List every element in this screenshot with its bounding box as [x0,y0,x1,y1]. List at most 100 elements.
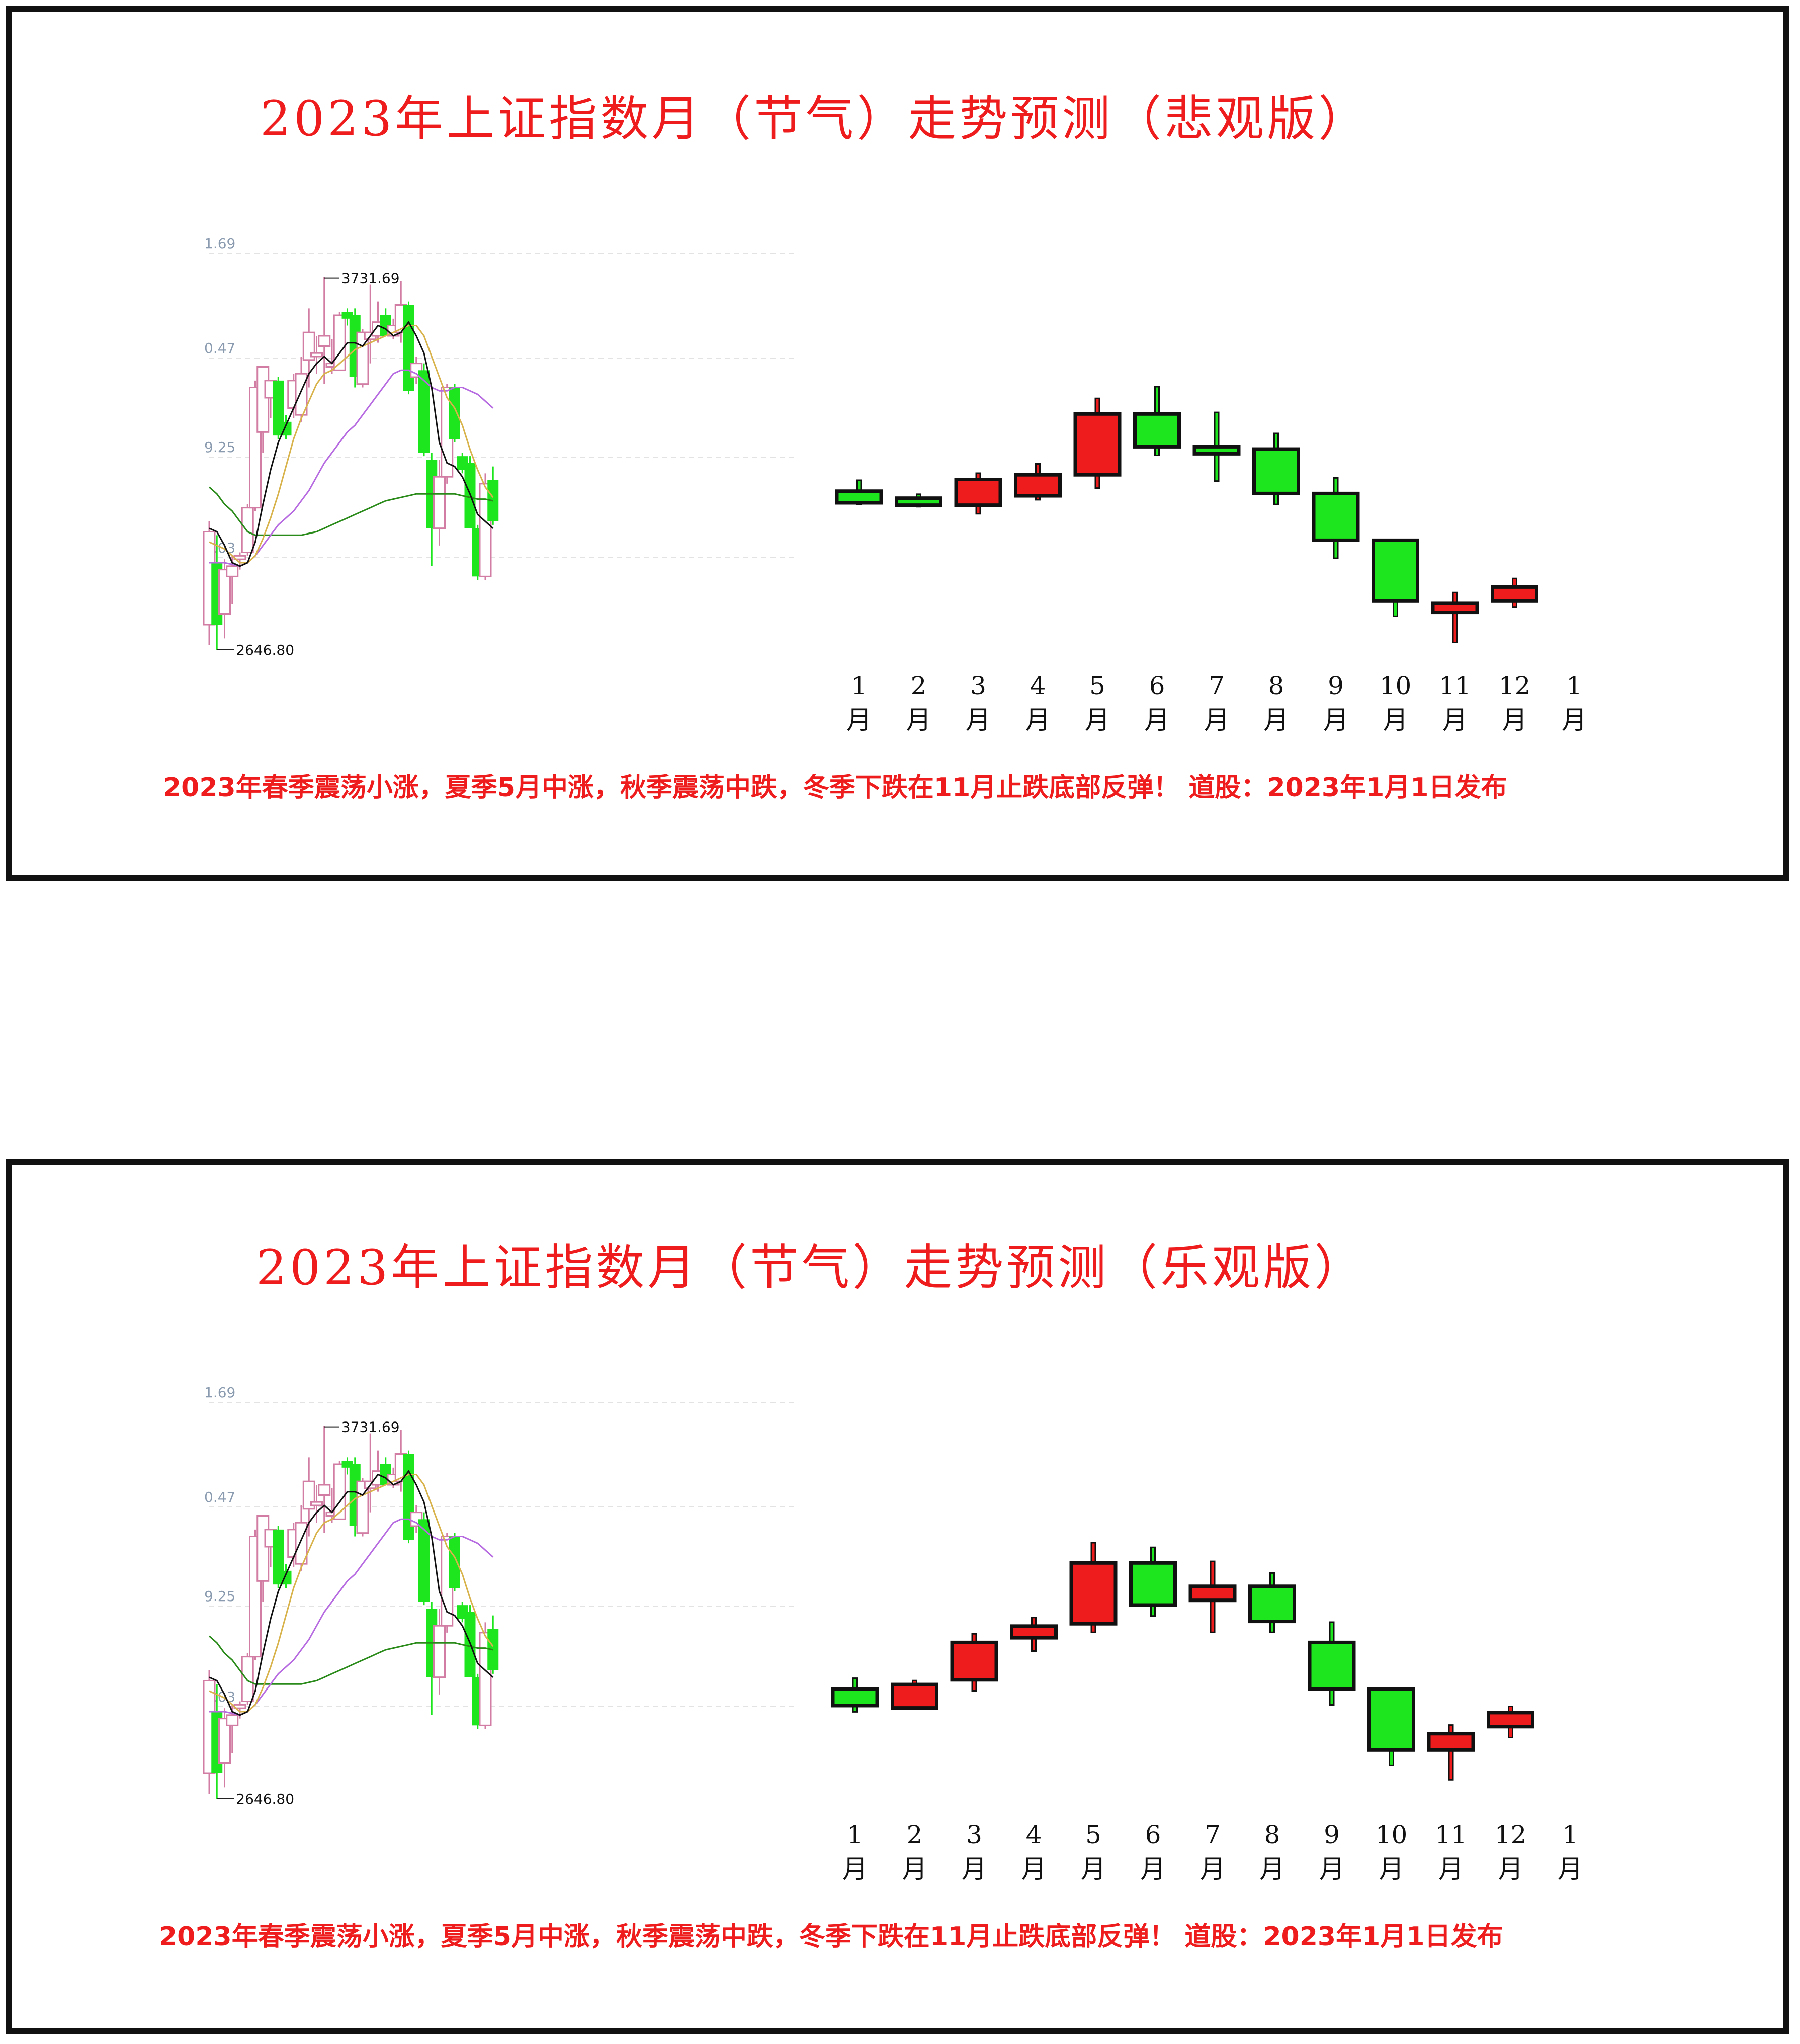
x-tick-label: 4 [1030,671,1046,700]
candle-body [1491,585,1538,603]
panel-pessimistic-svg: 2023年上证指数月（节气）走势预测（悲观版） 1.690.479.258.03… [163,91,1587,803]
y-tick-label: 0.47 [204,340,235,357]
candle-body [835,489,883,505]
ma-line-gold [209,325,494,564]
x-tick-label: 3 [970,671,986,700]
ma-line-black [209,1469,494,1716]
low-label: 2646.80 [236,1791,294,1807]
candle-body [403,1454,414,1540]
x-tick-label: 12 [1495,1820,1527,1849]
x-tick-label: 月 [1558,1854,1583,1884]
high-label: 3731.69 [341,1419,400,1436]
candle-body [449,1536,460,1588]
x-tick-label: 月 [902,1854,927,1884]
candle-body [1073,412,1122,477]
candle-body [256,366,270,433]
candle-body [891,1682,938,1710]
x-tick-label: 3 [966,1820,982,1849]
x-tick-label: 10 [1380,671,1412,700]
candle-body [1308,1640,1356,1691]
panel-pessimistic: 2023年上证指数月（节气）走势预测（悲观版） 1.69 0.47 9.25 8.03… [6,6,1789,881]
x-tick-label: 8 [1268,671,1284,700]
candle-body [1188,1584,1237,1603]
low-label: 2646.80 [236,642,294,658]
candle-body [333,1463,346,1520]
candle-body [831,1687,879,1708]
candle-body [218,569,231,615]
candle-body [333,314,346,371]
candle-body [433,1625,446,1678]
y-tick-label: 9.25 [204,439,235,456]
x-tick-label: 12 [1499,671,1531,700]
x-tick-label: 月 [962,1854,987,1884]
y-tick-label: 1.69 [204,235,235,252]
candle-body [226,1714,239,1726]
candle-body [418,1519,430,1602]
footnote: 2023年春季震荡小涨，夏季5月中涨，秋季震荡中跌，冬季下跌在11月止跌底部反弹… [163,773,1507,803]
x-tick-label: 月 [1498,1854,1523,1884]
candle-body [403,305,414,391]
x-tick-label: 7 [1205,1820,1221,1849]
x-tick-label: 月 [1021,1854,1047,1884]
candle-body [1367,1687,1415,1752]
x-tick-label: 月 [1264,705,1289,735]
x-tick-label: 月 [1323,705,1348,735]
x-tick-label: 月 [966,705,991,735]
x-tick-label: 1 [851,671,867,700]
x-tick-label: 月 [906,705,931,735]
candle-body [241,1656,254,1703]
x-tick-label: 11 [1435,1820,1467,1849]
candle-body [310,352,323,358]
candle-body [1014,473,1062,498]
panel-optimistic: 2023年上证指数月（节气）走势预测（乐观版） 1.69 0.47 9.25 8.03… [6,1159,1789,2034]
forecast-chart: 1 月 2 月 3 月 4 月 5 月 6 月 7 月 8 月 9 月 10 月 11 月 12 月 1 月 [831,1542,1583,1884]
x-tick-label: 5 [1085,1820,1101,1849]
candle-body [273,1529,284,1585]
x-tick-label: 1 [1562,1820,1578,1849]
candle-body [1431,601,1479,615]
x-tick-label: 月 [1025,705,1051,735]
candle-body [318,1484,331,1496]
candle-body [418,370,430,453]
x-tick-label: 月 [1379,1854,1404,1884]
x-tick-label: 2 [907,1820,923,1849]
footnote: 2023年春季震荡小涨，夏季5月中涨，秋季震荡中跌，冬季下跌在11月止跌底部反弹… [159,1922,1503,1952]
x-tick-label: 月 [1319,1854,1344,1884]
chart-title: 2023年上证指数月（节气）走势预测（悲观版） [260,91,1369,147]
high-label: 3731.69 [341,270,400,287]
candle-body [318,335,331,347]
x-tick-label: 月 [1085,705,1110,735]
candle-body [1069,1561,1118,1626]
ma-line-black [209,320,494,567]
x-tick-label: 9 [1324,1820,1340,1849]
candle-body [950,1640,998,1682]
x-tick-label: 1 [1566,671,1582,700]
x-tick-label: 8 [1264,1820,1280,1849]
y-tick-label: 0.47 [204,1489,235,1505]
x-tick-label: 2 [911,671,927,700]
candle-body [241,507,254,554]
x-tick-label: 月 [1081,1854,1106,1884]
x-tick-label: 月 [846,705,872,735]
x-tick-label: 1 [847,1820,863,1849]
x-tick-label: 月 [1260,1854,1285,1884]
x-tick-label: 6 [1145,1820,1161,1849]
x-tick-label: 月 [1204,705,1229,735]
candle-body [1372,538,1419,603]
x-tick-label: 4 [1026,1820,1042,1849]
candle-body [1010,1624,1058,1640]
x-tick-label: 月 [1145,705,1170,735]
x-tick-label: 6 [1149,671,1165,700]
x-tick-label: 10 [1376,1820,1408,1849]
x-tick-label: 月 [1383,705,1408,735]
ma-line-gold [209,1474,494,1713]
chart-title: 2023年上证指数月（节气）走势预测（乐观版） [256,1239,1365,1296]
candle-body [1427,1732,1475,1752]
candle-body [1133,412,1181,449]
candle-body [256,1515,270,1582]
candle-body [1192,445,1241,456]
x-tick-label: 7 [1209,671,1225,700]
x-tick-label: 月 [1438,1854,1464,1884]
